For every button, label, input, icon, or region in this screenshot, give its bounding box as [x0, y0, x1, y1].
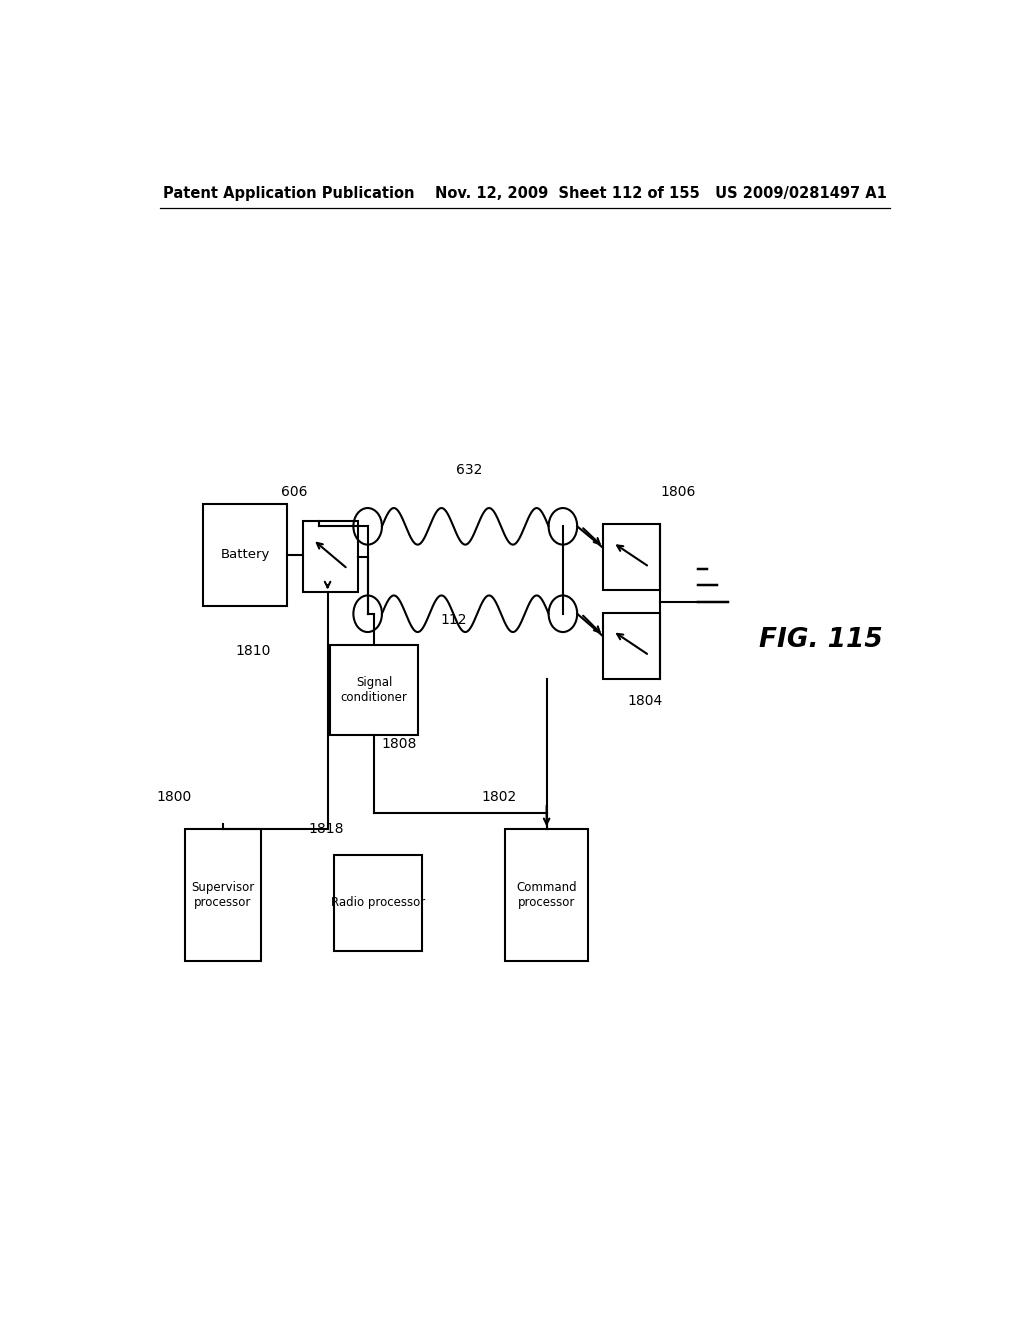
Text: 1804: 1804: [628, 694, 664, 708]
Text: 1808: 1808: [382, 737, 417, 751]
Text: 606: 606: [282, 484, 308, 499]
Text: 1810: 1810: [236, 644, 271, 659]
Text: 1806: 1806: [660, 484, 695, 499]
Text: Supervisor
processor: Supervisor processor: [191, 882, 254, 909]
Text: 1818: 1818: [308, 822, 344, 837]
Text: Command
processor: Command processor: [516, 882, 577, 909]
Text: Patent Application Publication    Nov. 12, 2009  Sheet 112 of 155   US 2009/0281: Patent Application Publication Nov. 12, …: [163, 186, 887, 202]
Bar: [334, 854, 422, 952]
Bar: [204, 504, 287, 606]
Bar: [602, 524, 659, 590]
Text: Signal
conditioner: Signal conditioner: [341, 676, 408, 704]
Text: Radio processor: Radio processor: [331, 896, 425, 909]
Text: FIG. 115: FIG. 115: [759, 627, 883, 653]
Bar: [331, 645, 418, 735]
Text: 1800: 1800: [157, 789, 191, 804]
Bar: [505, 829, 588, 961]
Bar: [185, 829, 260, 961]
Text: 632: 632: [456, 463, 482, 478]
Bar: [303, 521, 358, 593]
Text: Battery: Battery: [220, 548, 269, 561]
Text: 112: 112: [440, 612, 467, 627]
Bar: [602, 612, 659, 678]
Text: 1802: 1802: [481, 789, 517, 804]
